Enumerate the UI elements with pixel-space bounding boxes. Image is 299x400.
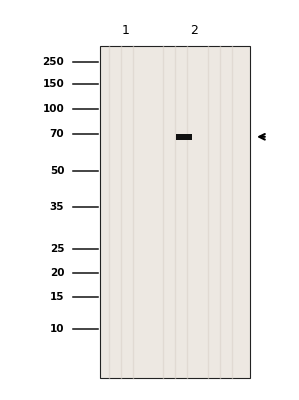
Text: 70: 70	[50, 129, 64, 139]
Text: 2: 2	[190, 24, 198, 36]
Text: 25: 25	[50, 244, 64, 254]
Text: 100: 100	[42, 104, 64, 114]
Text: 15: 15	[50, 292, 64, 302]
Bar	[176, 134, 192, 140]
Text: 50: 50	[50, 166, 64, 176]
Bar	[100, 46, 250, 378]
Text: 1: 1	[122, 24, 129, 36]
Text: 35: 35	[50, 202, 64, 212]
Text: 150: 150	[42, 79, 64, 89]
Text: 10: 10	[50, 324, 64, 334]
Text: 250: 250	[42, 57, 64, 67]
Text: 20: 20	[50, 268, 64, 278]
